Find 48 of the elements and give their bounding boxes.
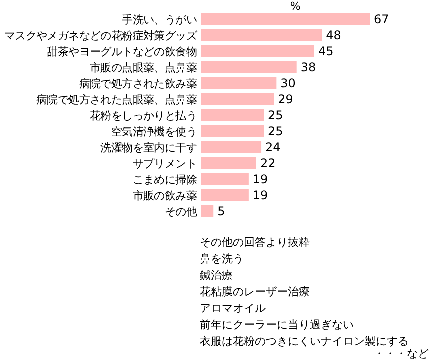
text: ・・・など [374, 348, 429, 360]
text: 前年にクーラーに当り過ぎない [200, 318, 354, 332]
y-tick-label: その他 [164, 206, 198, 218]
y-tick-label: 甜茶やヨーグルトなどの飲食物 [47, 46, 198, 58]
text: 花粘膜のレーザー治療 [200, 286, 310, 298]
y-tick-label: 花粉をしっかりと払う [90, 110, 197, 122]
x-axis-title: % [290, 0, 301, 13]
y-tick-label: 病院で処方された点眼薬、点鼻薬 [36, 94, 198, 106]
data-label: 22 [260, 156, 276, 170]
text: 衣服は花粉のつきにくいナイロン製にする [200, 335, 409, 348]
bar [201, 157, 256, 169]
bar [201, 109, 264, 121]
data-label: 5 [218, 204, 226, 218]
y-tick-label: マスクやメガネなどの花粉症対策グッズ [4, 30, 198, 42]
bar [201, 205, 214, 217]
bar [201, 93, 274, 105]
y-tick-label: 洗濯物を室内に干す [100, 142, 198, 154]
data-label: 25 [268, 108, 284, 122]
bar [201, 125, 264, 137]
y-tick-label: サプリメント [132, 158, 197, 170]
y-tick-label: 病院で処方された飲み薬 [79, 78, 198, 90]
text: 鼻を洗う [200, 252, 244, 266]
data-label: 48 [326, 28, 342, 42]
data-label: 29 [278, 92, 294, 106]
text: アロマオイル [200, 302, 266, 315]
data-label: 19 [252, 188, 268, 202]
data-label: 30 [280, 76, 296, 90]
text: その他の回答より抜粋 [200, 236, 310, 249]
bar [201, 141, 262, 153]
y-tick-label: 市販の飲み薬 [132, 190, 198, 202]
bar [201, 13, 370, 25]
y-tick-label: 空気清浄機を使う [111, 126, 197, 138]
data-label: 45 [318, 44, 334, 58]
data-label: 19 [252, 172, 268, 186]
data-label: 24 [266, 140, 281, 154]
y-tick-label: 手洗い、うがい [122, 14, 198, 26]
data-label: 67 [374, 12, 390, 26]
y-tick-label: 市販の点眼薬、点鼻薬 [90, 62, 198, 74]
data-label: 25 [268, 124, 284, 138]
y-tick-label: こまめに掃除 [132, 174, 198, 186]
bar [201, 173, 249, 185]
data-label: 38 [300, 60, 316, 74]
bar [201, 29, 322, 41]
bar [201, 189, 249, 201]
bar [201, 45, 315, 57]
bar [201, 77, 277, 89]
bar [201, 61, 297, 73]
text: 鍼治療 [200, 269, 233, 282]
